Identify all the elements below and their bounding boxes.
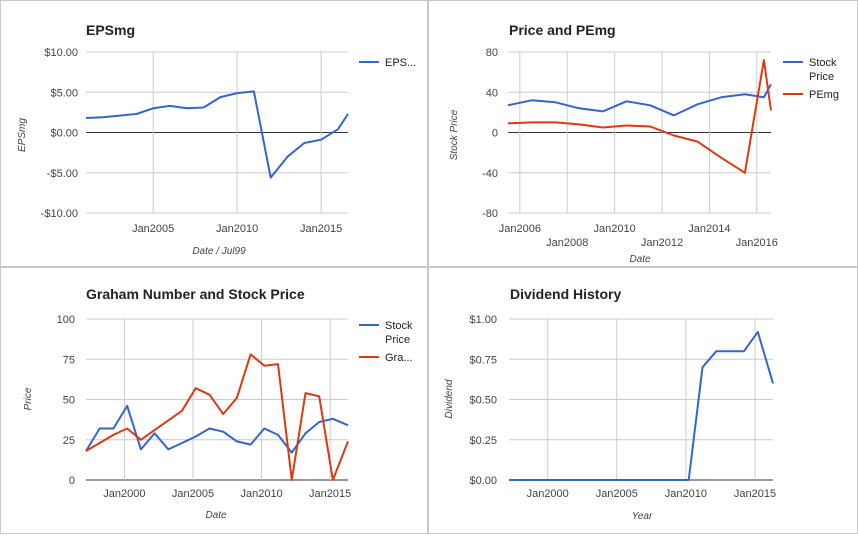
- y-tick-label: -$10.00: [41, 208, 78, 220]
- x-tick-label: Jan2012: [641, 237, 683, 249]
- y-tick-label: $5.00: [50, 87, 78, 99]
- y-tick-label: $1.00: [469, 314, 497, 326]
- legend-label: Stock Price: [809, 57, 837, 83]
- series-line-dividend: [509, 330, 774, 481]
- x-tick-label: Jan2000: [527, 488, 569, 500]
- y-axis-label: EPSmg: [17, 118, 28, 152]
- legend-label: Stock Price: [385, 320, 413, 346]
- y-tick-label: -40: [482, 168, 498, 180]
- y-tick-label: 50: [63, 395, 75, 407]
- y-tick-label: $0.50: [469, 395, 497, 407]
- y-tick-label: 0: [492, 128, 498, 140]
- x-tick-label: Jan2005: [132, 223, 174, 235]
- y-tick-label: $0.00: [50, 128, 78, 140]
- y-tick-label: 75: [63, 354, 75, 366]
- y-tick-label: $0.75: [469, 354, 497, 366]
- x-tick-label: Jan2015: [734, 488, 776, 500]
- y-axis-label: Dividend: [444, 379, 455, 418]
- y-axis-label: Price: [23, 387, 34, 410]
- y-tick-label: $10.00: [44, 47, 78, 59]
- legend-label: Gra...: [385, 352, 413, 364]
- x-axis-label: Year: [632, 511, 653, 522]
- price-pe-chart-panel: Price and PEmg 80 40 0 -40 -80 Jan2006 Jan2008 J…: [428, 0, 858, 267]
- eps-chart: EPSmg $10.00 $5.00 $0.00 -$5.00 -$10.00 Jan200…: [17, 22, 416, 257]
- eps-chart-panel: EPSmg $10.00 $5.00 $0.00 -$5.00 -$10.00 Jan200…: [0, 0, 428, 267]
- chart-title: Graham Number and Stock Price: [86, 286, 305, 302]
- x-tick-label: Jan2010: [240, 488, 282, 500]
- x-tick-label: Jan2010: [594, 223, 636, 235]
- y-tick-label: -80: [482, 208, 498, 220]
- chart-title: EPSmg: [86, 22, 135, 38]
- y-tick-label: $0.25: [469, 435, 497, 447]
- y-tick-label: 40: [486, 87, 498, 99]
- y-axis-label: Stock Price: [449, 109, 460, 160]
- series-line-stock-price: [85, 404, 349, 454]
- series-line-gra: [85, 353, 349, 481]
- x-tick-label: Jan2010: [665, 488, 707, 500]
- legend-label: PEmg: [809, 89, 839, 101]
- x-axis-label: Date / Jul99: [192, 246, 246, 257]
- chart-title: Price and PEmg: [509, 22, 616, 38]
- series-line-stock-price: [507, 83, 772, 117]
- x-tick-label: Jan2010: [216, 223, 258, 235]
- y-tick-label: 0: [69, 475, 75, 487]
- x-tick-label: Jan2005: [172, 488, 214, 500]
- x-tick-label: Jan2000: [103, 488, 145, 500]
- dividend-chart: Dividend History $1.00 $0.75 $0.50 $0.25 $0.0…: [444, 286, 776, 522]
- y-tick-label: $0.00: [469, 475, 497, 487]
- graham-chart-panel: Graham Number and Stock Price 100 75 50 25 0 J…: [0, 267, 428, 534]
- y-tick-label: 80: [486, 47, 498, 59]
- x-tick-label: Jan2015: [309, 488, 351, 500]
- legend-label: EPS...: [385, 57, 416, 69]
- x-axis-label: Date: [205, 510, 227, 521]
- x-tick-label: Jan2006: [499, 223, 541, 235]
- y-tick-label: 25: [63, 435, 75, 447]
- y-tick-label: -$5.00: [47, 168, 78, 180]
- x-axis-label: Date: [629, 254, 651, 265]
- x-tick-label: Jan2005: [596, 488, 638, 500]
- x-tick-label: Jan2015: [300, 223, 342, 235]
- x-tick-label: Jan2008: [546, 237, 588, 249]
- x-tick-label: Jan2014: [688, 223, 730, 235]
- dividend-chart-panel: Dividend History $1.00 $0.75 $0.50 $0.25 $0.0…: [428, 267, 858, 534]
- series-line-pemg: [507, 59, 772, 174]
- x-tick-label: Jan2016: [736, 237, 778, 249]
- series-line-eps: [85, 90, 349, 179]
- chart-title: Dividend History: [510, 286, 621, 302]
- y-tick-label: 100: [57, 314, 75, 326]
- graham-chart: Graham Number and Stock Price 100 75 50 25 0 J…: [23, 286, 413, 521]
